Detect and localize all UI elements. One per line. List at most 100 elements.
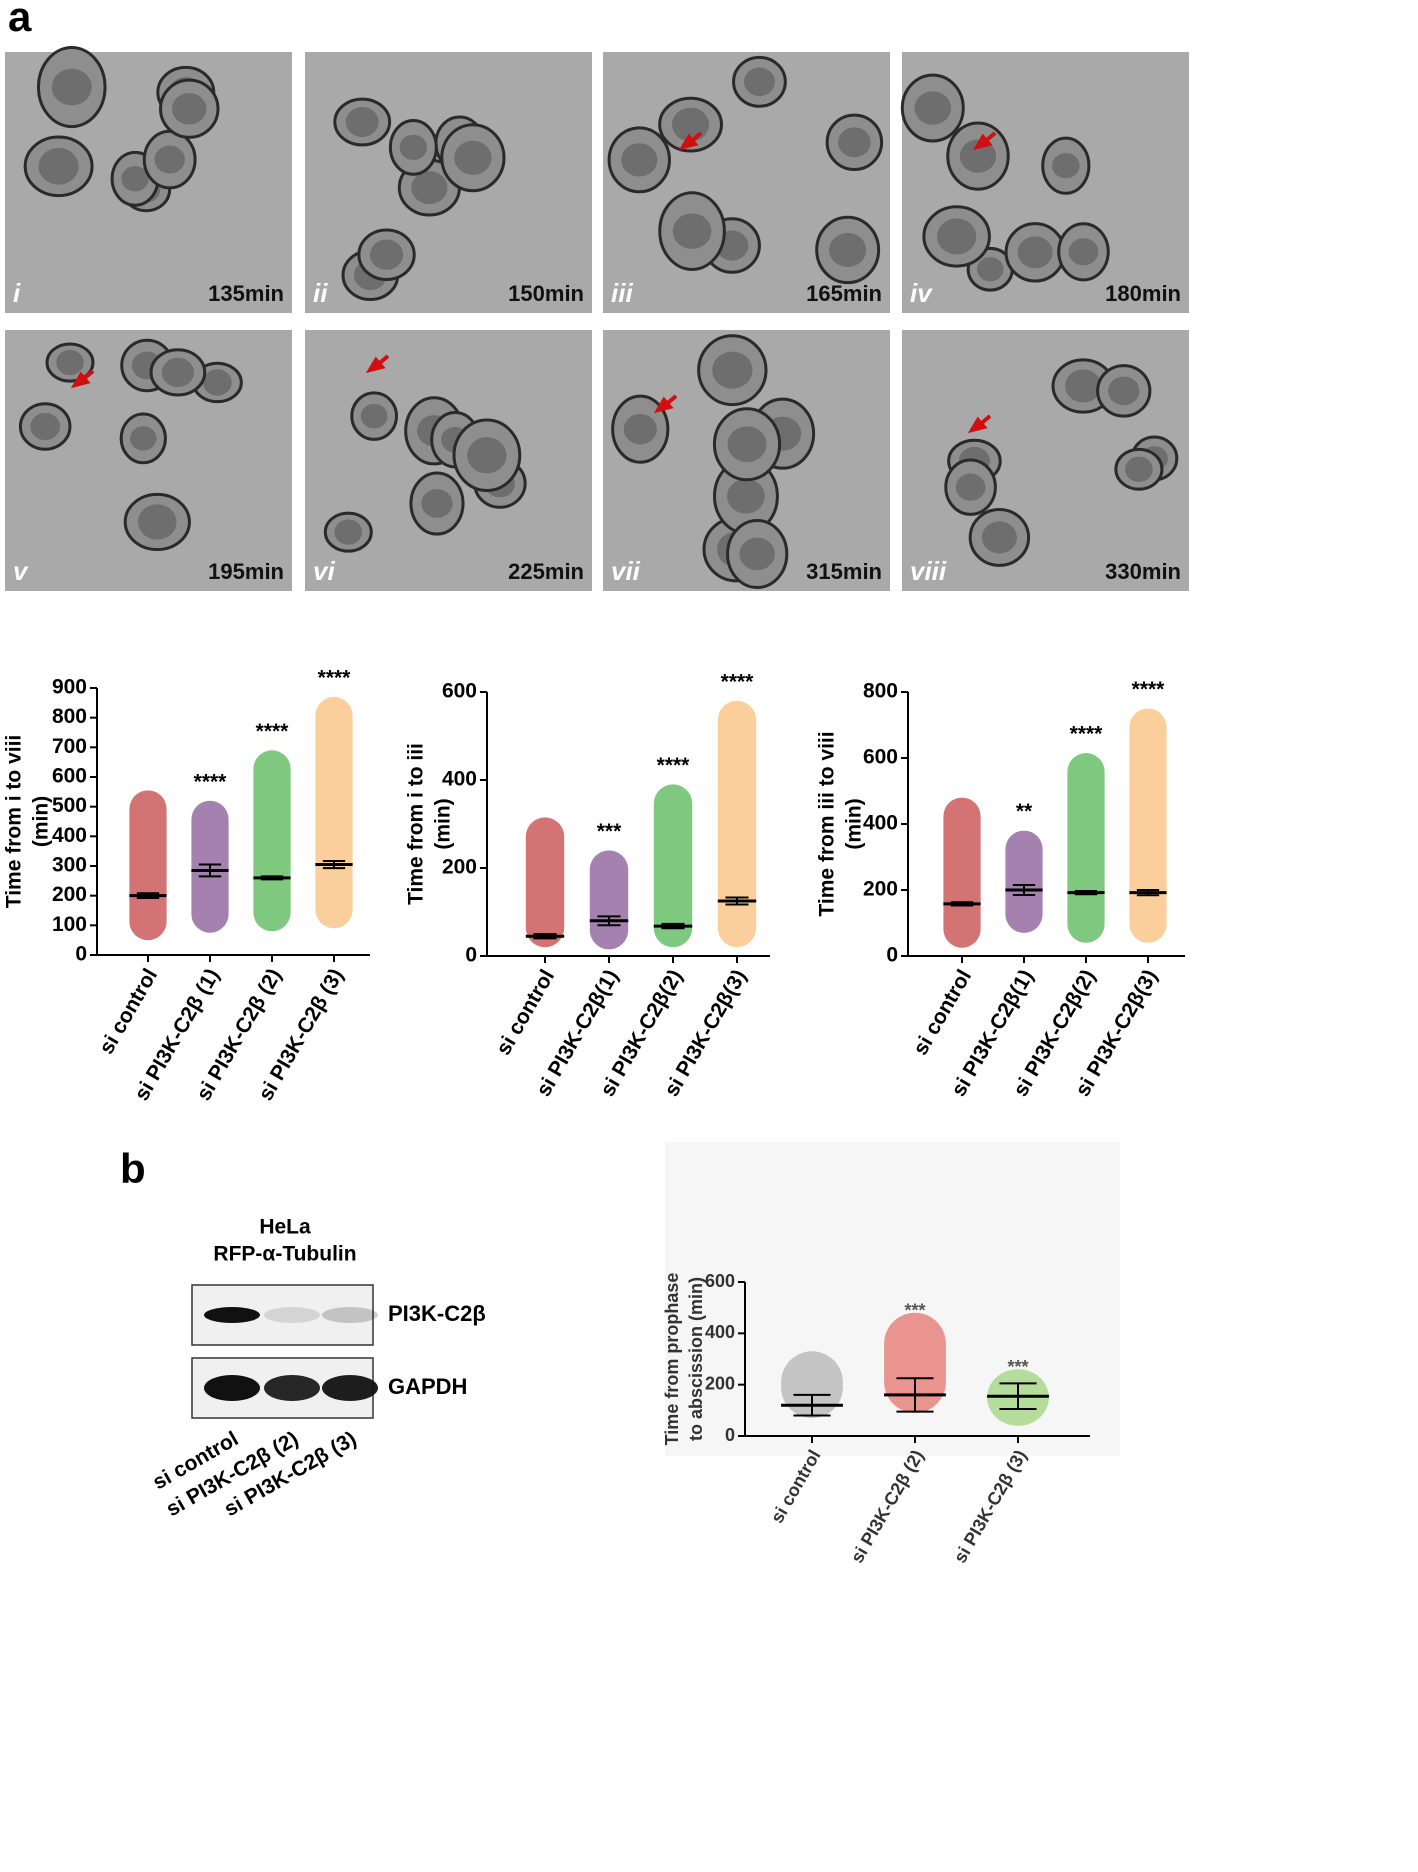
data-spread: [315, 696, 353, 929]
y-tick-label: 300: [52, 854, 87, 877]
arrow: [365, 354, 390, 374]
plot-background: [665, 1142, 1120, 1456]
y-axis-title: Time from prophase: [662, 1273, 682, 1446]
nucleus: [56, 349, 84, 376]
nucleus: [914, 91, 952, 125]
y-tick-label: 0: [465, 944, 477, 967]
nucleus: [421, 489, 453, 518]
x-tick-label: si PI3K-C2β (3): [950, 1446, 1031, 1566]
y-tick-label: 600: [863, 746, 898, 769]
band-label: PI3K-C2β: [388, 1301, 486, 1326]
arrow: [972, 131, 997, 151]
y-tick-label: 0: [725, 1425, 735, 1445]
y-tick-label: 100: [52, 913, 87, 936]
data-spread: [525, 817, 565, 948]
y-tick-label: 200: [705, 1373, 735, 1393]
band-label: GAPDH: [388, 1374, 467, 1399]
nucleus: [51, 68, 92, 106]
image-time: 180min: [1105, 281, 1181, 306]
image-time: 135min: [208, 281, 284, 306]
y-tick-label: 400: [442, 768, 477, 791]
nucleus: [154, 145, 185, 174]
nucleus: [30, 412, 61, 441]
nucleus: [955, 473, 986, 501]
data-spread: [589, 850, 629, 950]
image-time: 225min: [508, 559, 584, 584]
nucleus: [936, 218, 977, 255]
panel-label: b: [120, 1145, 146, 1192]
significance: ***: [597, 820, 622, 843]
nucleus: [360, 403, 388, 429]
nucleus: [202, 369, 232, 396]
nucleus: [334, 519, 363, 545]
nucleus: [1017, 236, 1053, 269]
x-tick-label: si control: [909, 966, 976, 1059]
significance: ****: [1132, 678, 1166, 701]
nucleus: [621, 143, 658, 177]
image-numeral: i: [13, 278, 21, 308]
data-spread: [717, 700, 757, 948]
arrow: [967, 414, 992, 434]
y-tick-label: 600: [442, 680, 477, 703]
nucleus: [976, 257, 1004, 282]
arrow: [70, 369, 95, 389]
data-spread: [653, 784, 693, 948]
image-numeral: iii: [611, 278, 633, 308]
y-axis-title: (min): [843, 798, 866, 849]
nucleus: [712, 351, 753, 389]
blot-band: [322, 1307, 378, 1323]
image-time: 195min: [208, 559, 284, 584]
nucleus: [1068, 238, 1099, 266]
significance: ***: [1007, 1357, 1028, 1377]
nucleus: [161, 357, 194, 388]
nucleus: [959, 139, 997, 173]
nucleus: [727, 478, 765, 514]
y-tick-label: 400: [863, 812, 898, 835]
y-tick-label: 600: [52, 765, 87, 788]
y-tick-label: 700: [52, 735, 87, 758]
y-axis-title: Time from i to viii: [3, 735, 26, 908]
image-time: 330min: [1105, 559, 1181, 584]
panel-label: a: [8, 0, 32, 40]
x-tick-label: si control: [767, 1446, 825, 1526]
nucleus: [467, 437, 507, 474]
y-axis-title: Time from i to iii: [405, 743, 428, 905]
y-tick-label: 800: [863, 680, 898, 703]
image-numeral: vii: [611, 556, 641, 586]
nucleus: [130, 426, 157, 451]
data-spread: [884, 1312, 946, 1413]
data-spread: [1005, 830, 1043, 933]
nucleus: [743, 67, 775, 97]
data-spread: [781, 1351, 843, 1419]
significance: ****: [318, 666, 352, 689]
nucleus: [981, 521, 1017, 554]
nucleus: [172, 92, 207, 125]
arrow: [653, 394, 678, 414]
nucleus: [739, 537, 775, 571]
arrow: [678, 131, 703, 151]
x-tick-label: si PI3K-C2β (2): [847, 1446, 928, 1566]
image-time: 315min: [806, 559, 882, 584]
y-tick-label: 200: [52, 883, 87, 906]
data-spread: [1067, 753, 1105, 943]
nucleus: [623, 413, 657, 445]
y-tick-label: 400: [52, 824, 87, 847]
image-numeral: ii: [313, 278, 328, 308]
blot-band: [204, 1375, 260, 1401]
image-time: 165min: [806, 281, 882, 306]
nucleus: [345, 106, 379, 138]
cell-line: HeLa: [259, 1216, 311, 1239]
data-spread: [943, 797, 981, 948]
data-spread: [253, 750, 291, 932]
image-time: 150min: [508, 281, 584, 306]
nucleus: [1051, 152, 1080, 179]
y-tick-label: 600: [705, 1271, 735, 1291]
nucleus: [1065, 369, 1102, 403]
x-tick-label: si control: [492, 966, 559, 1059]
x-tick-label: si control: [95, 965, 162, 1058]
y-tick-label: 900: [52, 676, 87, 699]
y-tick-label: 200: [863, 878, 898, 901]
significance: ****: [256, 720, 290, 743]
nucleus: [454, 140, 492, 175]
